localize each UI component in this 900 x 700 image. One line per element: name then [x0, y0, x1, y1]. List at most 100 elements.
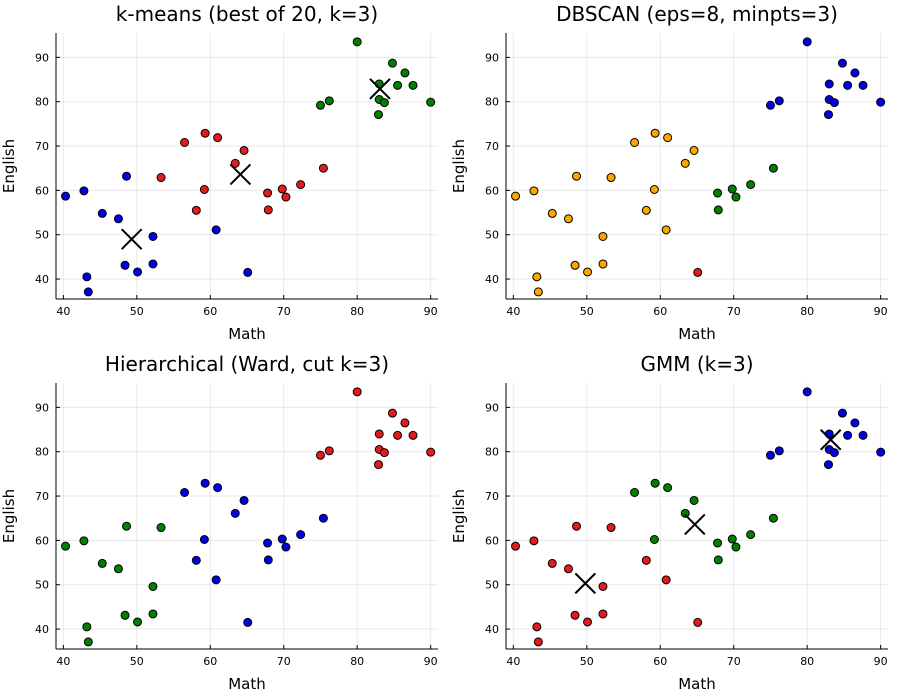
data-point	[400, 418, 410, 428]
data-point	[239, 495, 249, 505]
data-point	[511, 541, 521, 551]
x-tick-label: 70	[727, 655, 741, 668]
panel-gmm: GMM (k=3) Math English 40 50 60 70 80 90 40 50 6…	[450, 352, 888, 693]
grid-lines	[56, 33, 438, 299]
data-point	[837, 408, 847, 418]
panel-dbscan: DBSCAN (eps=8, minpts=3) Math English 40…	[450, 2, 888, 343]
data-point	[281, 192, 291, 202]
y-tick-label: 80	[35, 446, 49, 459]
y-tick-label: 80	[35, 96, 49, 109]
data-point	[148, 259, 158, 269]
data-point	[243, 617, 253, 627]
data-point	[650, 478, 660, 488]
data-point	[263, 555, 273, 565]
data-point	[858, 430, 868, 440]
data-point	[82, 272, 92, 282]
data-point	[802, 387, 812, 397]
data-point	[563, 214, 573, 224]
x-tick-label: 90	[424, 305, 438, 318]
y-tick-label: 60	[485, 534, 499, 547]
data-point	[727, 184, 737, 194]
data-point	[281, 542, 291, 552]
data-point	[689, 145, 699, 155]
data-point	[713, 205, 723, 215]
data-point	[61, 541, 71, 551]
data-point	[263, 205, 273, 215]
data-point	[533, 637, 543, 647]
data-point	[243, 267, 253, 277]
data-point	[713, 555, 723, 565]
data-point	[120, 260, 130, 270]
data-point	[529, 536, 539, 546]
data-point	[765, 100, 775, 110]
tick-labels: 40 50 60 70 80 90 40 50 60 70 80 90	[35, 401, 438, 668]
data-point	[239, 145, 249, 155]
data-point	[296, 180, 306, 190]
data-point	[850, 68, 860, 78]
data-point	[133, 617, 143, 627]
data-point	[148, 581, 158, 591]
data-point	[529, 186, 539, 196]
data-point	[315, 100, 325, 110]
data-point	[570, 610, 580, 620]
x-tick-label: 60	[203, 305, 217, 318]
data-point	[408, 80, 418, 90]
data-point	[113, 214, 123, 224]
data-point	[727, 534, 737, 544]
data-point	[746, 530, 756, 540]
data-point	[598, 259, 608, 269]
y-tick-label: 90	[35, 51, 49, 64]
data-point	[263, 188, 273, 198]
y-tick-label: 90	[485, 401, 499, 414]
x-axis-label: Math	[228, 325, 266, 343]
y-tick-label: 50	[485, 229, 499, 242]
panel-kmeans: k-means (best of 20, k=3) Math English 4…	[0, 2, 438, 343]
data-point	[315, 450, 325, 460]
x-tick-label: 90	[874, 305, 888, 318]
y-tick-label: 70	[485, 490, 499, 503]
data-point	[122, 171, 132, 181]
data-point	[533, 287, 543, 297]
axes	[55, 383, 438, 650]
data-point	[693, 267, 703, 277]
x-tick-label: 50	[580, 655, 594, 668]
data-point	[191, 205, 201, 215]
data-point	[408, 430, 418, 440]
data-point	[583, 617, 593, 627]
center-marker	[684, 513, 706, 536]
data-point	[426, 447, 436, 457]
data-point	[689, 495, 699, 505]
data-point	[211, 575, 221, 585]
data-point	[572, 521, 582, 531]
x-tick-label: 70	[277, 305, 291, 318]
x-tick-label: 80	[800, 655, 814, 668]
data-point	[661, 225, 671, 235]
data-points	[511, 387, 886, 647]
data-point	[352, 387, 362, 397]
data-point	[373, 460, 383, 470]
data-point	[318, 513, 328, 523]
center-marker	[574, 572, 597, 595]
data-point	[277, 534, 287, 544]
data-point	[180, 138, 190, 148]
data-point	[837, 58, 847, 68]
x-tick-label: 50	[580, 305, 594, 318]
x-tick-label: 80	[800, 305, 814, 318]
center-marker	[120, 228, 143, 250]
data-point	[598, 231, 608, 241]
data-point	[649, 534, 659, 544]
y-tick-label: 50	[35, 579, 49, 592]
data-point	[802, 37, 812, 47]
data-point	[843, 80, 853, 90]
data-point	[374, 429, 384, 439]
y-tick-label: 40	[485, 623, 499, 636]
data-point	[79, 536, 89, 546]
center-marker	[229, 163, 252, 186]
data-point	[547, 558, 557, 568]
data-point	[120, 610, 130, 620]
y-tick-label: 70	[35, 140, 49, 153]
data-point	[768, 163, 778, 173]
x-tick-label: 90	[874, 655, 888, 668]
data-point	[199, 184, 209, 194]
data-point	[774, 96, 784, 106]
